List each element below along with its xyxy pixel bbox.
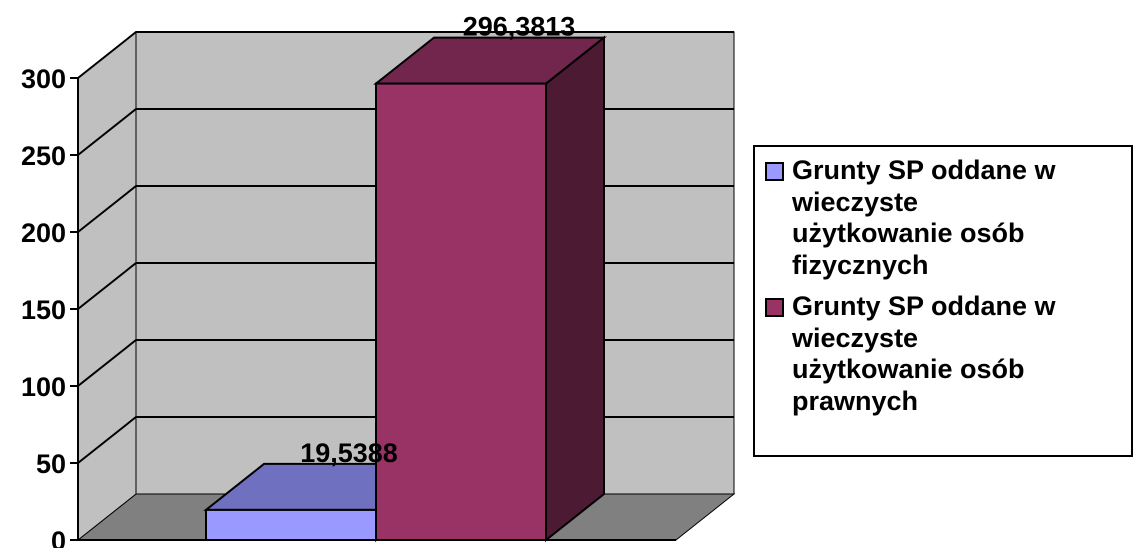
legend-swatch-fizycznych (765, 162, 784, 181)
legend-label-fizycznych: Grunty SP oddane w wieczyste użytkowanie… (792, 155, 1056, 280)
bars (203, 35, 607, 543)
bar-front (375, 82, 547, 542)
legend-swatch-prawnych (765, 298, 784, 317)
legend-item-prawnych: Grunty SP oddane w wieczyste użytkowanie… (765, 291, 1125, 417)
y-tick-label: 250 (21, 141, 66, 171)
data-label: 19,5388 (300, 438, 398, 468)
value-axis: 0 50 100 150 200 250 300 (21, 64, 676, 548)
y-tick-label: 150 (21, 295, 66, 325)
data-labels: 19,5388 296,3813 (300, 12, 575, 468)
data-label: 296,3813 (463, 12, 576, 42)
legend-label-prawnych: Grunty SP oddane w wieczyste użytkowanie… (792, 291, 1056, 416)
y-tick-label: 200 (21, 218, 66, 248)
bar-side (545, 35, 605, 543)
legend-item-fizycznych: Grunty SP oddane w wieczyste użytkowanie… (765, 155, 1125, 281)
y-tick-label: 300 (21, 64, 66, 94)
y-tick-label: 0 (51, 526, 66, 548)
bar-front (205, 508, 377, 541)
gridline (77, 31, 734, 79)
legend: Grunty SP oddane w wieczyste użytkowanie… (753, 145, 1133, 457)
y-tick-label: 50 (36, 449, 66, 479)
y-tick-label: 100 (21, 372, 66, 402)
